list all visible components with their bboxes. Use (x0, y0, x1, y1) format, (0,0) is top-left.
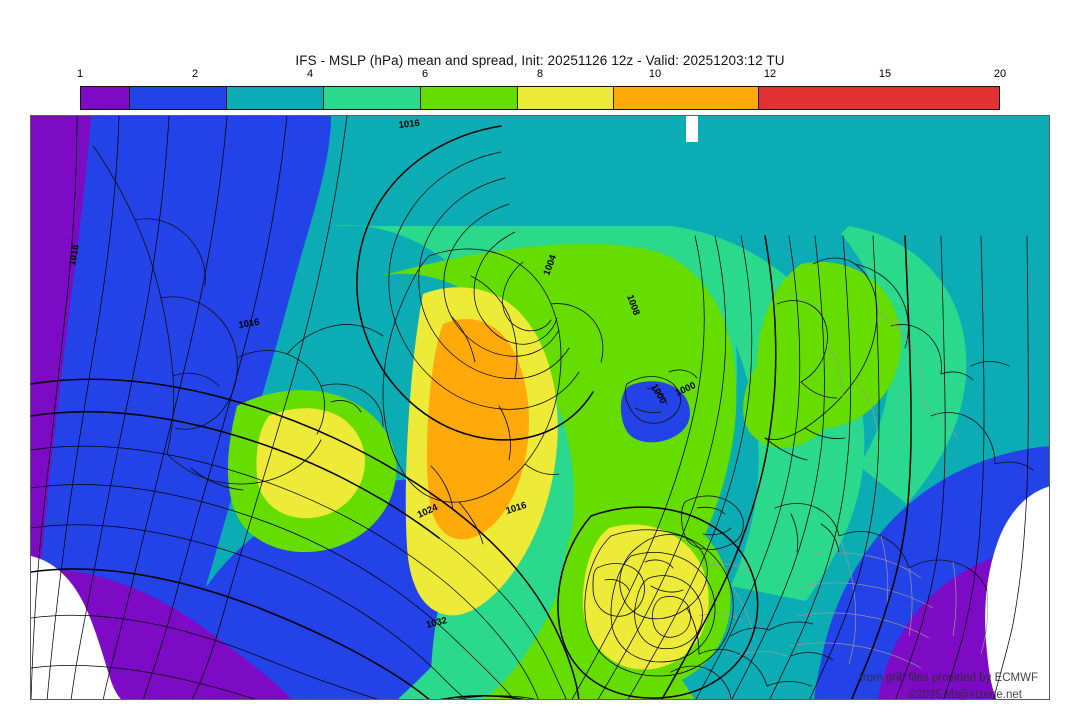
colorbar-band-red (759, 87, 999, 109)
colorbar-band-purple (81, 87, 130, 109)
contour-label: 1016 (238, 317, 261, 331)
colorbar-tick-6: 6 (421, 68, 429, 80)
mslp-contour-layer (31, 116, 1029, 699)
coastline-layer (92, 145, 1034, 699)
colorbar-tick-8: 8 (536, 68, 544, 80)
no-data-region (31, 116, 1049, 699)
colorbar-band-spring-green (323, 87, 421, 109)
spread-minimum-svalbard (620, 381, 690, 443)
page-title: IFS - MSLP (hPa) mean and spread, Init: … (295, 53, 785, 68)
colorbar-tick-10: 10 (648, 68, 662, 80)
colorbar-band-teal (226, 87, 324, 109)
colorbar-legend: 1 2 4 6 8 10 12 15 20 (76, 68, 1006, 110)
colorbar-band-orange (614, 87, 760, 109)
colorbar-tick-2: 2 (191, 68, 199, 80)
weather-map[interactable]: 1016 1016 1024 1016 1032 x 1000 1004 100… (31, 116, 1050, 700)
colorbar-gradient (80, 86, 1000, 110)
colorbar-tick-4: 4 (306, 68, 314, 80)
attribution-source: from grib files provided by ECMWF (859, 672, 1038, 684)
colorbar-tick-12: 12 (763, 68, 777, 80)
map-panel[interactable]: 1016 1016 1024 1016 1032 x 1000 1004 100… (30, 115, 1050, 700)
contour-label: 1032 (425, 615, 448, 631)
contour-label: 1016 (67, 244, 82, 267)
colorbar-tick-labels: 1 2 4 6 8 10 12 15 20 (76, 68, 1006, 84)
colorbar-tick-20: 20 (993, 68, 1007, 80)
colorbar-tick-1: 1 (76, 68, 84, 80)
colorbar-tick-15: 15 (878, 68, 892, 80)
attribution-copyright: ©2025 sb@irizone.net (907, 689, 1022, 701)
contour-label: 1016 (398, 118, 420, 131)
colorbar-band-yellow (517, 87, 615, 109)
colorbar-band-blue (129, 87, 227, 109)
colorbar-band-green (420, 87, 518, 109)
